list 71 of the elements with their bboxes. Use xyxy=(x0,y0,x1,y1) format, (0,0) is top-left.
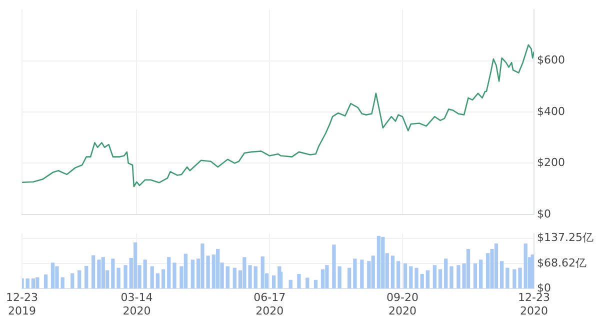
bar xyxy=(272,275,276,288)
bar xyxy=(97,260,101,288)
bar xyxy=(325,265,329,288)
bar xyxy=(473,263,478,288)
bar xyxy=(36,277,40,288)
x-tick-label: 06-17 2020 xyxy=(254,291,286,318)
bar xyxy=(444,258,448,288)
bar xyxy=(190,260,194,288)
bar xyxy=(376,236,381,288)
y-tick-label: $0 xyxy=(537,207,551,220)
bar xyxy=(260,256,264,288)
bar xyxy=(494,244,498,288)
bar xyxy=(450,266,454,288)
bar xyxy=(226,266,230,288)
bar xyxy=(479,260,483,288)
bar xyxy=(314,280,318,288)
x-tick-label: 12-23 2019 xyxy=(6,291,38,318)
bar xyxy=(438,269,442,288)
x-tick-label: 09-20 2020 xyxy=(386,291,418,318)
bar xyxy=(353,258,357,288)
bar xyxy=(50,262,55,288)
bar xyxy=(288,280,292,288)
bar xyxy=(512,269,516,288)
y-tick-label: $137.25亿 xyxy=(537,231,594,244)
bar xyxy=(530,254,534,288)
bar xyxy=(172,262,176,288)
bar xyxy=(524,244,528,288)
y-tick-label: $68.62亿 xyxy=(537,256,586,270)
bar xyxy=(232,268,236,288)
bar xyxy=(297,274,301,288)
bar xyxy=(381,236,385,288)
bar xyxy=(143,260,147,288)
bar xyxy=(466,249,470,288)
bar xyxy=(506,268,510,288)
bar xyxy=(500,261,504,288)
bar xyxy=(44,274,48,288)
bar xyxy=(420,274,424,288)
bar xyxy=(156,273,160,288)
bar xyxy=(432,265,437,288)
bar xyxy=(161,269,166,288)
bar xyxy=(167,257,171,288)
y-tick-label: $600 xyxy=(537,54,565,67)
bar xyxy=(124,265,128,288)
bar xyxy=(216,249,220,288)
bar xyxy=(360,260,364,288)
x-tick-label: 03-14 2020 xyxy=(120,291,153,318)
bar xyxy=(403,263,408,288)
bar xyxy=(31,278,36,288)
y-tick-label: $200 xyxy=(537,156,565,170)
bar xyxy=(518,268,522,288)
bar xyxy=(254,266,258,288)
bar xyxy=(371,256,375,288)
bar xyxy=(396,261,400,288)
bar xyxy=(84,266,88,288)
bar xyxy=(78,270,82,288)
bar xyxy=(92,255,96,288)
bar xyxy=(414,268,418,288)
bar xyxy=(486,253,490,288)
bar xyxy=(306,278,310,288)
bar xyxy=(26,278,30,288)
bar xyxy=(184,254,188,288)
bar xyxy=(409,266,413,288)
bar xyxy=(426,270,430,288)
bar xyxy=(133,242,138,288)
y-tick-label: $400 xyxy=(537,104,565,118)
bar xyxy=(348,268,352,288)
bar xyxy=(150,266,154,288)
bar xyxy=(70,273,74,288)
bar xyxy=(390,256,395,288)
bar xyxy=(320,269,325,288)
bar xyxy=(101,257,105,288)
